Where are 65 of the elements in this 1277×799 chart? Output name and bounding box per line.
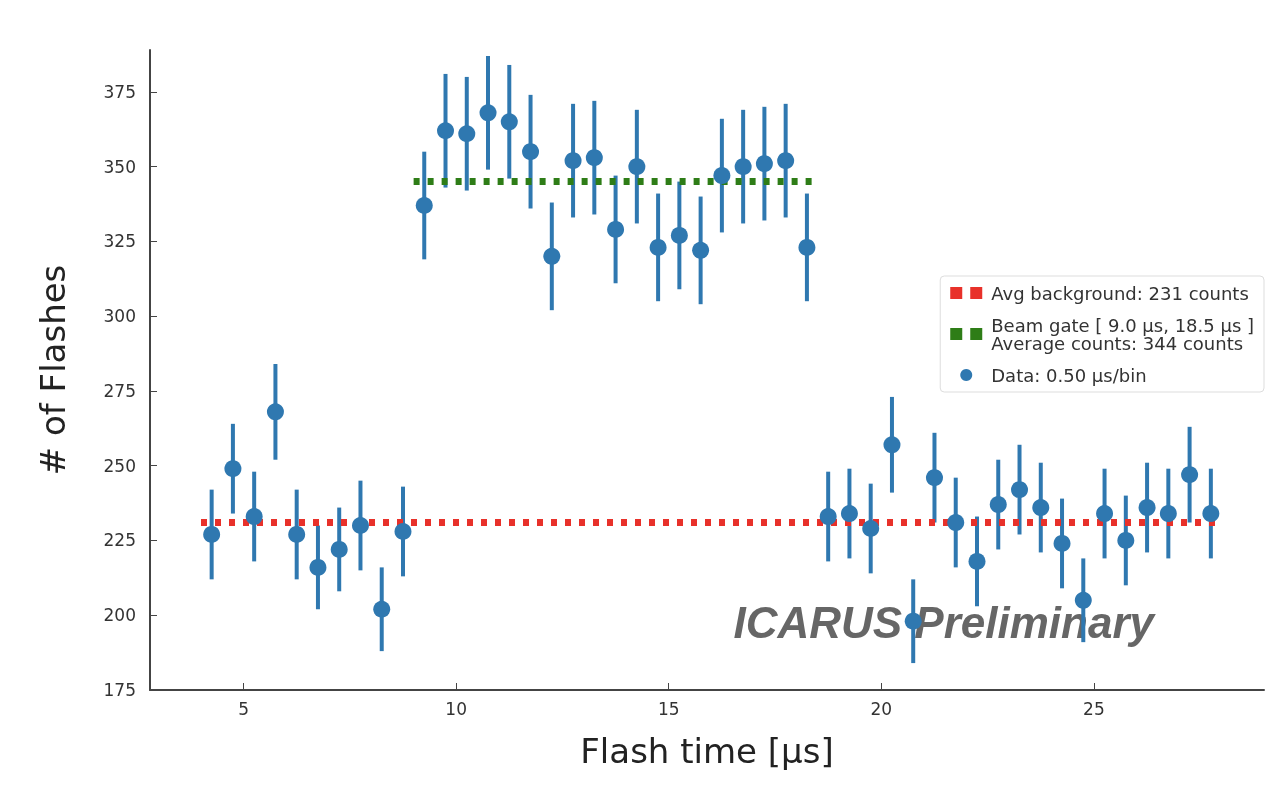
point bbox=[224, 460, 242, 478]
legend-label: Beam gate [ 9.0 μs, 18.5 μs ] Average counts: 344 counts bbox=[991, 314, 1255, 354]
y-tick-label: 225 bbox=[103, 530, 136, 551]
y-tick-label: 325 bbox=[103, 231, 136, 252]
point bbox=[1032, 499, 1050, 517]
point bbox=[458, 125, 476, 143]
y-tick-label: 350 bbox=[103, 156, 136, 177]
point bbox=[1202, 505, 1220, 523]
point bbox=[585, 149, 603, 167]
y-tick-label: 200 bbox=[103, 605, 136, 626]
x-tick-label: 25 bbox=[1083, 698, 1105, 719]
point bbox=[947, 514, 965, 532]
x-tick-label: 20 bbox=[870, 698, 893, 719]
y-axis-title: # of Flashes bbox=[33, 264, 73, 476]
point bbox=[819, 508, 837, 526]
x-tick-label: 5 bbox=[238, 698, 249, 719]
point bbox=[1053, 534, 1071, 552]
point bbox=[1096, 505, 1114, 523]
point bbox=[989, 496, 1007, 514]
point bbox=[692, 241, 710, 259]
point bbox=[925, 469, 943, 487]
point bbox=[1159, 505, 1177, 523]
point bbox=[670, 226, 688, 244]
point bbox=[479, 104, 497, 122]
point bbox=[266, 403, 284, 421]
y-tick-label: 375 bbox=[103, 81, 136, 102]
point bbox=[1181, 466, 1199, 484]
point bbox=[351, 517, 369, 535]
point bbox=[437, 122, 455, 140]
point bbox=[713, 167, 731, 185]
x-tick-label: 15 bbox=[657, 698, 680, 719]
point bbox=[500, 113, 518, 131]
point bbox=[755, 155, 773, 173]
point bbox=[203, 525, 221, 543]
y-tick-label: 275 bbox=[103, 380, 136, 401]
x-tick-label: 10 bbox=[445, 698, 467, 719]
point bbox=[777, 152, 795, 170]
point bbox=[628, 158, 646, 176]
y-tick-label: 175 bbox=[103, 680, 136, 700]
point bbox=[607, 220, 625, 238]
legend-label: Data: 0.50 μs/bin bbox=[991, 364, 1147, 386]
point bbox=[734, 158, 752, 176]
point bbox=[798, 238, 816, 256]
point bbox=[649, 238, 667, 256]
point bbox=[564, 152, 582, 170]
point bbox=[1011, 481, 1029, 499]
point bbox=[522, 143, 540, 161]
legend-label: Avg background: 231 counts bbox=[991, 282, 1249, 304]
point bbox=[862, 520, 880, 537]
point bbox=[309, 558, 327, 576]
point bbox=[373, 600, 391, 618]
point bbox=[1138, 499, 1156, 517]
point bbox=[245, 508, 263, 526]
point bbox=[543, 247, 561, 265]
point bbox=[840, 505, 858, 523]
y-tick-label: 300 bbox=[103, 306, 136, 327]
point bbox=[883, 436, 901, 454]
point bbox=[968, 552, 986, 570]
point bbox=[1117, 531, 1135, 549]
point bbox=[415, 197, 433, 215]
x-axis-title: Flash time [μs] bbox=[580, 731, 834, 771]
y-tick-label: 250 bbox=[103, 455, 136, 476]
point bbox=[394, 523, 412, 540]
point bbox=[330, 540, 348, 558]
point bbox=[288, 525, 306, 543]
